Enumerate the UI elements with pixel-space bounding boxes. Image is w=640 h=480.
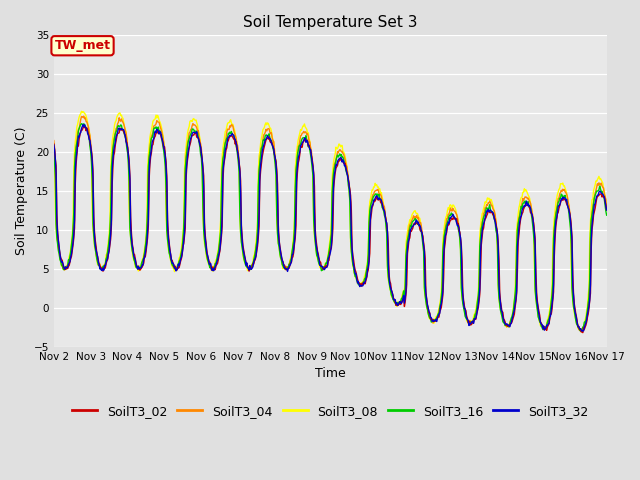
SoilT3_16 bbox=[603, 212, 611, 218]
SoilT3_16 bbox=[50, 147, 58, 153]
SoilT3_08 bbox=[173, 264, 181, 270]
SoilT3_02 bbox=[118, 127, 125, 133]
Line: SoilT3_16: SoilT3_16 bbox=[54, 124, 607, 331]
SoilT3_32 bbox=[203, 251, 211, 256]
SoilT3_08 bbox=[398, 292, 406, 298]
SoilT3_32 bbox=[578, 328, 586, 334]
SoilT3_02 bbox=[579, 330, 587, 336]
SoilT3_04 bbox=[415, 215, 422, 220]
SoilT3_04 bbox=[50, 138, 58, 144]
SoilT3_04 bbox=[398, 297, 406, 302]
Title: Soil Temperature Set 3: Soil Temperature Set 3 bbox=[243, 15, 417, 30]
SoilT3_04 bbox=[80, 113, 88, 119]
SoilT3_08 bbox=[415, 213, 422, 219]
SoilT3_16 bbox=[415, 221, 422, 227]
Line: SoilT3_02: SoilT3_02 bbox=[54, 127, 607, 333]
SoilT3_16 bbox=[203, 253, 211, 259]
SoilT3_08 bbox=[203, 256, 211, 262]
SoilT3_02 bbox=[173, 264, 181, 270]
SoilT3_32 bbox=[79, 121, 87, 127]
SoilT3_08 bbox=[60, 266, 68, 272]
SoilT3_02 bbox=[603, 207, 611, 213]
SoilT3_16 bbox=[118, 122, 125, 128]
SoilT3_04 bbox=[173, 264, 181, 269]
Line: SoilT3_08: SoilT3_08 bbox=[54, 111, 607, 332]
Y-axis label: Soil Temperature (C): Soil Temperature (C) bbox=[15, 127, 28, 255]
SoilT3_16 bbox=[60, 267, 68, 273]
SoilT3_16 bbox=[398, 295, 406, 301]
SoilT3_04 bbox=[603, 205, 611, 211]
SoilT3_32 bbox=[50, 142, 58, 148]
SoilT3_04 bbox=[118, 116, 125, 122]
SoilT3_02 bbox=[80, 124, 88, 130]
Text: TW_met: TW_met bbox=[54, 39, 111, 52]
SoilT3_02 bbox=[398, 299, 406, 304]
SoilT3_32 bbox=[60, 264, 68, 270]
SoilT3_04 bbox=[60, 265, 68, 271]
X-axis label: Time: Time bbox=[315, 367, 346, 380]
SoilT3_16 bbox=[77, 121, 85, 127]
SoilT3_08 bbox=[577, 329, 585, 335]
SoilT3_32 bbox=[398, 299, 406, 305]
SoilT3_16 bbox=[577, 328, 584, 334]
SoilT3_02 bbox=[50, 141, 58, 147]
SoilT3_08 bbox=[50, 141, 58, 147]
SoilT3_32 bbox=[415, 219, 422, 225]
SoilT3_32 bbox=[173, 266, 181, 272]
SoilT3_08 bbox=[118, 112, 125, 118]
Legend: SoilT3_02, SoilT3_04, SoilT3_08, SoilT3_16, SoilT3_32: SoilT3_02, SoilT3_04, SoilT3_08, SoilT3_… bbox=[67, 400, 593, 423]
SoilT3_04 bbox=[577, 329, 585, 335]
SoilT3_08 bbox=[77, 108, 85, 114]
SoilT3_32 bbox=[118, 126, 125, 132]
Line: SoilT3_32: SoilT3_32 bbox=[54, 124, 607, 331]
SoilT3_16 bbox=[173, 262, 181, 268]
SoilT3_02 bbox=[203, 247, 211, 253]
SoilT3_04 bbox=[203, 252, 211, 258]
Line: SoilT3_04: SoilT3_04 bbox=[54, 116, 607, 332]
SoilT3_02 bbox=[415, 221, 422, 227]
SoilT3_08 bbox=[603, 205, 611, 211]
SoilT3_32 bbox=[603, 207, 611, 213]
SoilT3_02 bbox=[60, 265, 68, 271]
